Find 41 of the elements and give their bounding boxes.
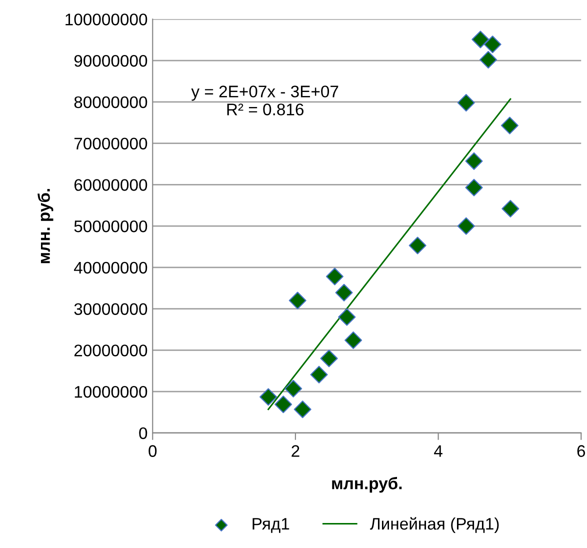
point	[408, 236, 426, 254]
point	[472, 30, 490, 48]
point	[294, 400, 312, 418]
annotation: y = 2E+07x - 3E+07 R² = 0.816	[191, 86, 338, 116]
point	[457, 94, 475, 112]
y-tick-label: 0	[139, 427, 148, 440]
y-axis-title: млн. руб.	[38, 189, 54, 264]
point	[465, 152, 483, 170]
point	[338, 308, 356, 326]
y-tick-label: 70000000	[74, 138, 148, 150]
point	[260, 388, 278, 406]
x-tick-label: 2	[292, 445, 300, 457]
point	[320, 350, 338, 368]
y-tick-label: 90000000	[74, 54, 148, 67]
point	[326, 268, 344, 286]
legend-label: Линейная (Ряд1)	[370, 517, 499, 533]
point	[284, 380, 302, 398]
point	[288, 292, 306, 310]
x-tick-label: 0	[148, 445, 157, 457]
point	[310, 366, 328, 384]
point	[274, 396, 292, 414]
point	[335, 284, 353, 302]
point	[344, 331, 362, 350]
y-tick-label: 40000000	[74, 262, 148, 274]
point	[480, 50, 498, 68]
y-tick-label: 20000000	[74, 344, 148, 356]
x-tick-label: 4	[434, 445, 442, 457]
point	[457, 217, 475, 235]
x-tick-label: 6	[577, 445, 586, 457]
y-tick-label: 50000000	[74, 220, 148, 232]
y-tick-label: 30000000	[74, 303, 148, 315]
point	[502, 200, 520, 218]
y-tick-label: 80000000	[74, 96, 148, 108]
point	[484, 36, 502, 54]
y-tick-label: 10000000	[74, 386, 148, 398]
legend-label: Ряд1	[252, 518, 290, 533]
y-tick-label: 100000000	[66, 14, 148, 26]
x-axis-title: млн.руб.	[332, 476, 402, 493]
point	[465, 178, 483, 196]
point	[500, 116, 518, 134]
y-tick-label: 60000000	[74, 179, 148, 191]
